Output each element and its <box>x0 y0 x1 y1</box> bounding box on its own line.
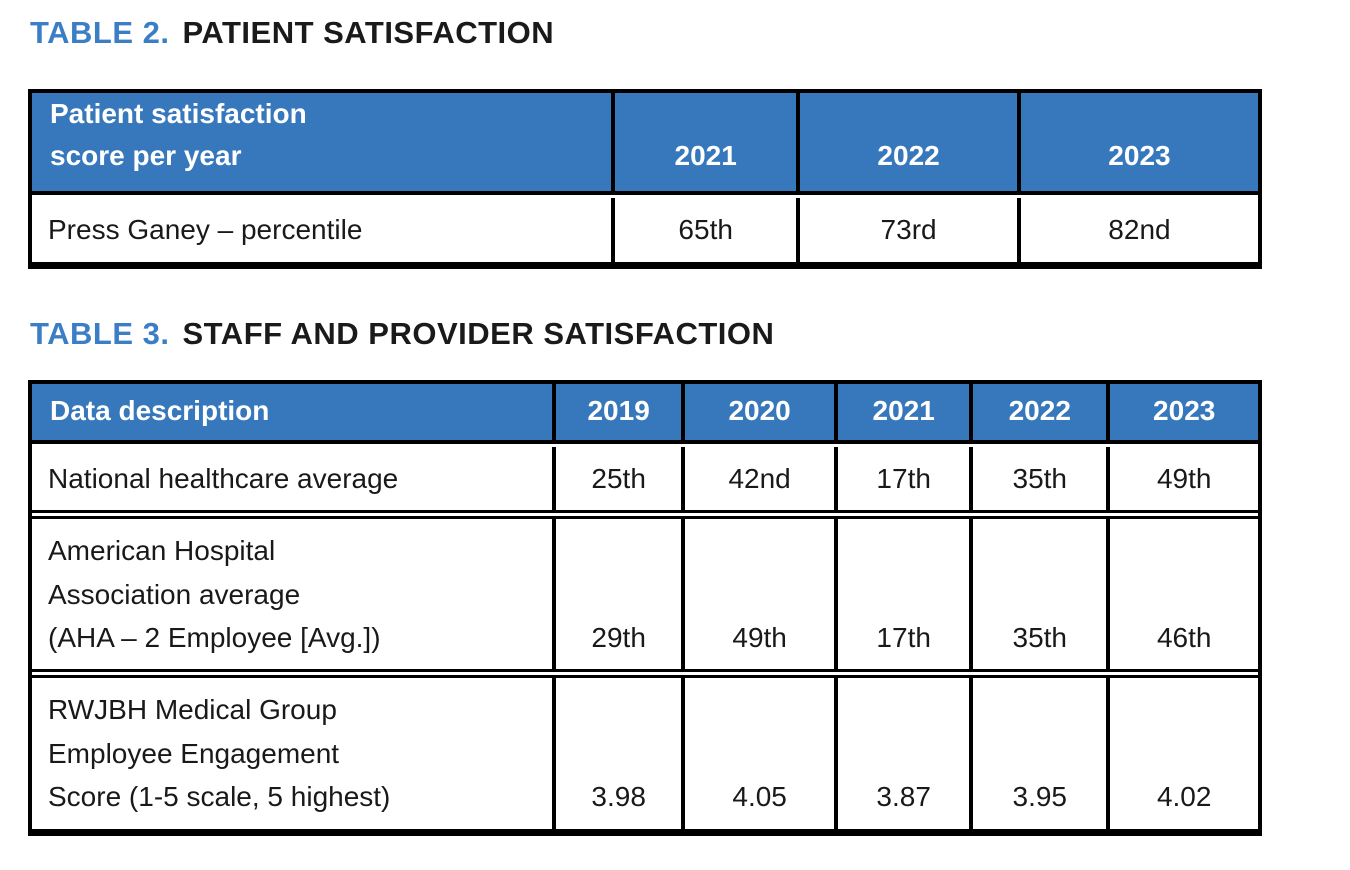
row-label-cell: Press Ganey – percentile <box>32 198 614 265</box>
value-cell: 42nd <box>683 446 837 514</box>
column-header-year: 2022 <box>971 383 1109 444</box>
column-header-year: 2020 <box>683 383 837 444</box>
column-header-year: 2022 <box>798 93 1019 196</box>
column-header-year: 2023 <box>1018 93 1258 196</box>
value-cell: 49th <box>683 516 837 673</box>
staff-provider-satisfaction-table: Data description 2019 2020 2021 2022 202… <box>32 383 1258 832</box>
value-cell: 35th <box>971 446 1109 514</box>
row-label-cell: American Hospital Association average (A… <box>32 516 555 673</box>
value-cell: 3.87 <box>836 675 972 832</box>
value-cell: 35th <box>971 516 1109 673</box>
column-header-year: 2021 <box>836 383 972 444</box>
table3-title-label: TABLE 3. <box>30 315 170 351</box>
patient-satisfaction-table-frame: Patient satisfaction score per year 2021… <box>28 89 1262 269</box>
table3-title: TABLE 3. STAFF AND PROVIDER SATISFACTION <box>30 315 1262 352</box>
row-label-cell: National healthcare average <box>32 446 555 514</box>
table2-title-text: PATIENT SATISFACTION <box>182 15 555 50</box>
value-cell: 25th <box>554 446 683 514</box>
value-cell: 4.02 <box>1108 675 1258 832</box>
column-header-year: 2021 <box>613 93 799 196</box>
document-page: TABLE 2. PATIENT SATISFACTION Patient sat… <box>28 14 1262 836</box>
value-cell: 65th <box>613 198 799 265</box>
table-row: National healthcare average 25th 42nd 17… <box>32 446 1258 514</box>
value-cell: 46th <box>1108 516 1258 673</box>
value-cell: 82nd <box>1018 198 1258 265</box>
table-row: Press Ganey – percentile 65th 73rd 82nd <box>32 198 1258 265</box>
table-header-row: Patient satisfaction score per year 2021… <box>32 93 1258 196</box>
row-label-cell: RWJBH Medical Group Employee Engagement … <box>32 675 555 832</box>
value-cell: 3.98 <box>554 675 683 832</box>
value-cell: 73rd <box>798 198 1019 265</box>
value-cell: 49th <box>1108 446 1258 514</box>
column-header-year: 2023 <box>1108 383 1258 444</box>
table2-title: TABLE 2. PATIENT SATISFACTION <box>30 14 1262 51</box>
value-cell: 17th <box>836 516 972 673</box>
value-cell: 4.05 <box>683 675 837 832</box>
column-header-description: Data description <box>32 383 555 444</box>
column-header-description: Patient satisfaction score per year <box>32 93 614 196</box>
table-row: American Hospital Association average (A… <box>32 516 1258 673</box>
table-header-row: Data description 2019 2020 2021 2022 202… <box>32 383 1258 444</box>
table-row: RWJBH Medical Group Employee Engagement … <box>32 675 1258 832</box>
staff-provider-satisfaction-table-frame: Data description 2019 2020 2021 2022 202… <box>28 379 1262 836</box>
column-header-year: 2019 <box>554 383 683 444</box>
table3-title-text: STAFF AND PROVIDER SATISFACTION <box>182 315 775 351</box>
table2-title-label: TABLE 2. <box>30 15 170 50</box>
value-cell: 17th <box>836 446 972 514</box>
value-cell: 3.95 <box>971 675 1109 832</box>
value-cell: 29th <box>554 516 683 673</box>
patient-satisfaction-table: Patient satisfaction score per year 2021… <box>32 93 1258 265</box>
